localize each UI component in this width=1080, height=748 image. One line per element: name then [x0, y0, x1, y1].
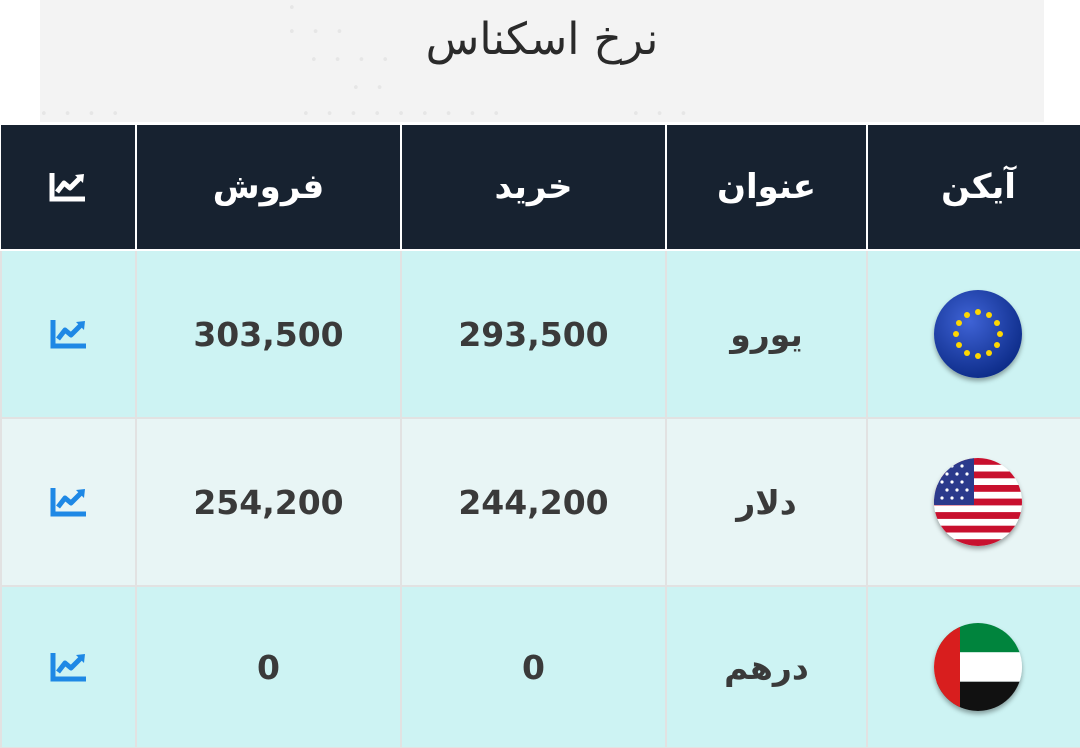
decorative-dots: • [288, 1, 302, 16]
buy-price: 293,500 [400, 249, 667, 419]
chart-cell[interactable] [0, 249, 137, 419]
rates-table: فروش خرید عنوان آیکن 303,5 [0, 123, 1080, 748]
currency-icon-cell [866, 417, 1080, 587]
header-icon: آیکن [866, 123, 1080, 251]
page-title: نرخ اسکناس [425, 14, 659, 65]
eu-flag-icon [934, 290, 1022, 378]
currency-icon-cell [866, 585, 1080, 748]
currency-name: درهم [724, 647, 809, 687]
title-band: • • • • • • • • • • • • • • • • • • • • … [40, 0, 1044, 122]
trend-chart-icon[interactable] [2, 318, 135, 350]
header-name: عنوان [665, 123, 868, 251]
chart-cell[interactable] [0, 417, 137, 587]
trend-chart-icon [1, 171, 135, 203]
trend-chart-icon[interactable] [2, 486, 135, 518]
table-row: 0 0 درهم [0, 585, 1080, 748]
sell-price: 303,500 [135, 249, 402, 419]
decorative-dots: • • • • • • • • • [302, 107, 507, 122]
table-row: 303,500 293,500 یورو [0, 249, 1080, 419]
uae-flag-icon [934, 623, 1022, 711]
chart-cell[interactable] [0, 585, 137, 748]
header-sell: فروش [135, 123, 402, 251]
decorative-dots: • • • • [40, 107, 126, 122]
sell-price: 0 [135, 585, 402, 748]
currency-name-cell: درهم [665, 585, 868, 748]
currency-name: دلار [736, 482, 797, 522]
currency-name: یورو [730, 314, 803, 354]
decorative-dots: • • [352, 81, 390, 96]
table-row: 254,200 244,200 دلار [0, 417, 1080, 587]
decorative-dots: • • • • [310, 53, 396, 68]
sell-price: 254,200 [135, 417, 402, 587]
currency-name-cell: دلار [665, 417, 868, 587]
decorative-dots: • • • [632, 107, 694, 122]
header-chart [1, 123, 137, 251]
trend-chart-icon[interactable] [2, 651, 135, 683]
currency-name-cell: یورو [665, 249, 868, 419]
currency-icon-cell [866, 249, 1080, 419]
table-header-row: فروش خرید عنوان آیکن [1, 123, 1080, 251]
us-flag-icon [934, 458, 1022, 546]
header-buy: خرید [400, 123, 667, 251]
decorative-dots: • • • [288, 25, 350, 40]
buy-price: 244,200 [400, 417, 667, 587]
buy-price: 0 [400, 585, 667, 748]
